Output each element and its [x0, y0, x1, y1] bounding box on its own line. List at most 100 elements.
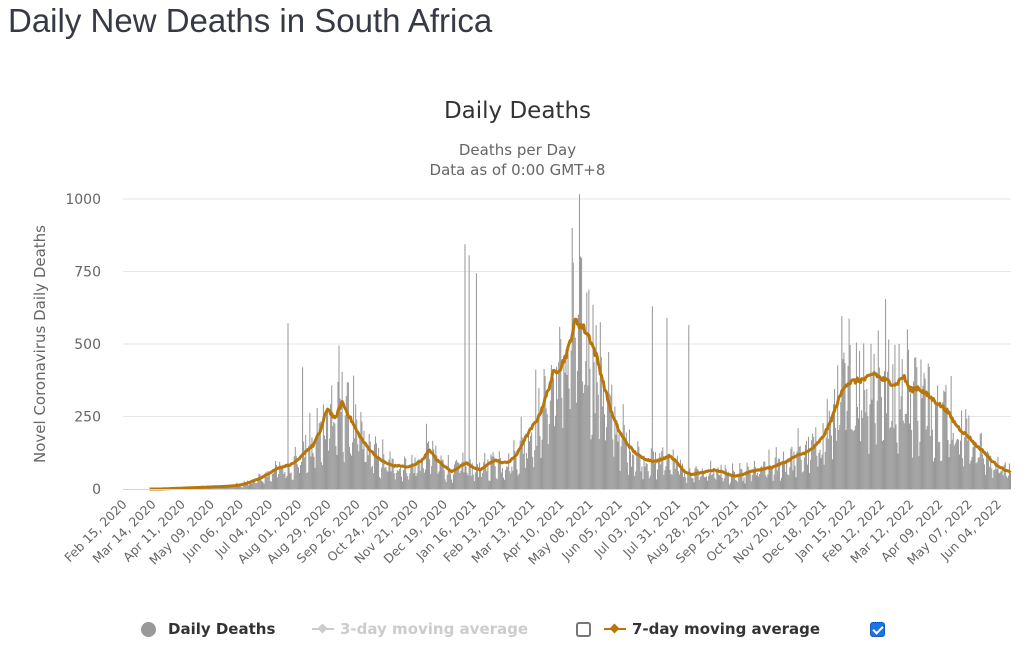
checkbox-7-day-average[interactable] — [870, 621, 885, 637]
bar — [468, 255, 470, 489]
bar — [308, 445, 310, 489]
bar — [414, 457, 416, 489]
bar — [252, 482, 254, 489]
bar — [355, 404, 357, 489]
bar — [527, 431, 530, 489]
bar — [956, 438, 958, 489]
bar — [360, 412, 362, 489]
bar — [339, 398, 341, 489]
bar — [857, 418, 860, 489]
bar — [662, 447, 664, 489]
bar — [777, 458, 779, 489]
bar — [689, 468, 691, 489]
bar — [609, 393, 611, 489]
bar — [303, 441, 305, 489]
bar — [851, 429, 853, 489]
bar — [822, 423, 824, 489]
bar — [698, 479, 700, 489]
bar — [323, 435, 325, 489]
bar — [720, 464, 722, 489]
bar — [653, 463, 655, 489]
bar — [526, 458, 528, 489]
bar — [562, 427, 564, 489]
bar — [725, 469, 727, 489]
bar — [891, 420, 893, 489]
bar — [780, 477, 782, 489]
bar — [267, 471, 269, 489]
bar — [315, 438, 317, 489]
bar — [613, 456, 615, 489]
bar — [512, 470, 514, 489]
bar — [533, 467, 535, 489]
bar — [219, 487, 221, 489]
bar — [790, 448, 792, 489]
bar — [356, 419, 358, 489]
bar — [440, 455, 442, 489]
bar — [477, 477, 480, 489]
bar — [438, 471, 440, 489]
bar — [846, 410, 848, 489]
bar — [297, 467, 299, 489]
bar — [945, 384, 947, 489]
bar — [972, 447, 974, 489]
bar — [963, 466, 965, 489]
bar — [513, 440, 515, 489]
bar — [614, 406, 616, 489]
bar — [250, 483, 252, 489]
bar — [603, 414, 605, 489]
bar — [695, 466, 697, 489]
bar — [552, 378, 554, 489]
bar — [401, 481, 404, 489]
bar — [637, 441, 639, 489]
bar — [420, 458, 422, 489]
bar — [944, 391, 946, 489]
bar — [807, 436, 810, 489]
legend-item-daily-deaths[interactable]: Daily Deaths — [141, 617, 275, 641]
bar — [598, 439, 600, 489]
bar — [312, 453, 314, 489]
bar — [456, 459, 458, 489]
bar — [524, 467, 526, 489]
bar — [817, 466, 819, 489]
bar — [795, 477, 797, 489]
bar — [328, 450, 330, 489]
bar — [936, 405, 938, 489]
legend-item-7-day-average[interactable]: 7-day moving average — [604, 617, 820, 641]
bar — [685, 477, 687, 489]
bar — [482, 472, 484, 489]
bar — [629, 451, 632, 489]
bar — [659, 453, 661, 489]
bar — [599, 322, 601, 489]
bar — [469, 459, 471, 489]
bar — [838, 430, 840, 489]
bar — [334, 423, 336, 489]
bar — [318, 423, 320, 489]
bar — [596, 382, 598, 489]
bar — [286, 475, 288, 489]
legend-item-3-day-average[interactable]: 3-day moving average — [312, 617, 528, 641]
checkbox-3-day-average-wrapper — [576, 617, 591, 641]
bar — [798, 446, 800, 489]
bar — [994, 469, 996, 489]
bar — [779, 480, 781, 489]
bar — [734, 471, 736, 489]
bar — [348, 447, 350, 489]
bar — [714, 477, 716, 489]
bar — [546, 414, 548, 489]
bar — [304, 457, 306, 489]
bar — [474, 472, 476, 489]
bar — [277, 477, 279, 489]
bar — [639, 455, 641, 489]
checkbox-3-day-average[interactable] — [576, 621, 591, 637]
bar — [363, 430, 365, 489]
bar — [897, 453, 899, 489]
bar — [564, 372, 566, 489]
bar — [305, 434, 307, 489]
bar — [437, 473, 439, 489]
bar — [678, 474, 680, 489]
bar — [602, 390, 604, 489]
bar — [667, 456, 669, 489]
bar — [774, 457, 776, 489]
bar — [542, 406, 544, 489]
bar — [697, 469, 699, 489]
